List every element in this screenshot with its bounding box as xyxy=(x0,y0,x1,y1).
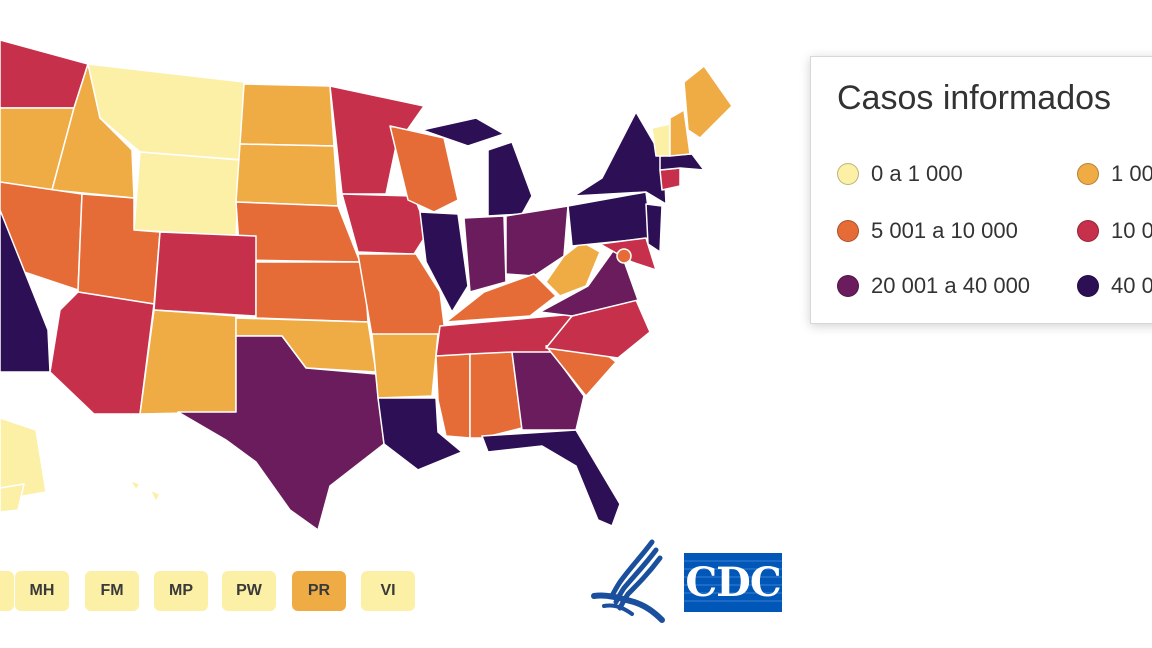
legend-item-3[interactable]: 10 0 xyxy=(1077,218,1152,244)
state-texas[interactable] xyxy=(177,335,385,531)
territory-button-partial[interactable] xyxy=(0,571,14,611)
state-louisiana[interactable] xyxy=(377,397,463,471)
us-states-choropleth-map xyxy=(0,39,733,531)
legend-item-2[interactable]: 5 001 a 10 000 xyxy=(837,218,1018,244)
state-ohio[interactable] xyxy=(505,205,569,277)
state-new-jersey[interactable] xyxy=(645,203,663,253)
state-iowa[interactable] xyxy=(341,193,429,255)
state-hawaii-2[interactable] xyxy=(149,489,161,503)
legend-swatch xyxy=(1077,275,1099,297)
state-illinois[interactable] xyxy=(419,211,469,313)
legend-swatch xyxy=(1077,163,1099,185)
legend-item-5[interactable]: 40 0 xyxy=(1077,273,1152,299)
state-new-hampshire[interactable] xyxy=(669,109,691,157)
state-north-carolina[interactable] xyxy=(545,299,651,359)
legend-swatch xyxy=(837,220,859,242)
state-kansas[interactable] xyxy=(255,261,369,323)
state-indiana[interactable] xyxy=(463,215,507,293)
state-alaska[interactable] xyxy=(0,417,47,501)
territory-button-fm[interactable]: FM xyxy=(85,571,139,611)
cdc-logo-pattern xyxy=(684,560,782,602)
territory-button-vi[interactable]: VI xyxy=(361,571,415,611)
cdc-logo-text: CDC xyxy=(685,559,781,606)
map-svg xyxy=(0,39,733,531)
state-alabama[interactable] xyxy=(469,351,523,439)
state-connecticut[interactable] xyxy=(659,167,681,191)
legend-label: 1 00 xyxy=(1111,161,1152,186)
state-dc[interactable] xyxy=(616,248,632,264)
hhs-eagle-icon xyxy=(591,539,665,623)
legend-label: 20 001 a 40 000 xyxy=(871,273,1031,298)
state-new-york[interactable] xyxy=(573,111,667,205)
state-kentucky[interactable] xyxy=(445,273,557,323)
state-wisconsin[interactable] xyxy=(389,125,459,213)
state-arkansas[interactable] xyxy=(371,333,439,399)
state-mississippi[interactable] xyxy=(435,353,471,439)
territory-button-pr[interactable]: PR xyxy=(292,571,346,611)
legend-item-1[interactable]: 1 00 xyxy=(1077,161,1152,187)
state-washington[interactable] xyxy=(0,39,89,109)
state-pennsylvania[interactable] xyxy=(567,191,653,247)
state-hawaii-3[interactable] xyxy=(0,483,25,513)
territory-button-mh[interactable]: MH xyxy=(15,571,69,611)
state-hawaii-1[interactable] xyxy=(129,479,141,491)
state-missouri[interactable] xyxy=(357,253,447,341)
state-west-virginia[interactable] xyxy=(545,241,601,297)
legend-label: 10 0 xyxy=(1111,218,1152,243)
legend: Casos informados 0 a 1 000 1 00 5 001 a … xyxy=(810,56,1152,324)
state-michigan-upper[interactable] xyxy=(421,117,505,147)
cdc-logo: CDC xyxy=(684,553,782,612)
state-florida[interactable] xyxy=(481,429,621,527)
state-colorado[interactable] xyxy=(153,231,257,317)
legend-swatch xyxy=(837,163,859,185)
legend-label: 5 001 a 10 000 xyxy=(871,218,1018,243)
territory-button-mp[interactable]: MP xyxy=(154,571,208,611)
state-michigan[interactable] xyxy=(487,141,533,217)
state-wyoming[interactable] xyxy=(133,151,241,237)
territory-button-pw[interactable]: PW xyxy=(222,571,276,611)
state-minnesota[interactable] xyxy=(329,85,425,195)
state-california[interactable] xyxy=(0,209,51,373)
state-arizona[interactable] xyxy=(49,291,155,415)
state-north-dakota[interactable] xyxy=(239,83,335,147)
state-new-mexico[interactable] xyxy=(139,309,237,415)
legend-label: 40 0 xyxy=(1111,273,1152,298)
state-maine[interactable] xyxy=(683,65,733,139)
legend-swatch xyxy=(1077,220,1099,242)
state-south-dakota[interactable] xyxy=(235,143,339,207)
state-vermont[interactable] xyxy=(651,123,671,157)
legend-label: 0 a 1 000 xyxy=(871,161,963,186)
legend-item-0[interactable]: 0 a 1 000 xyxy=(837,161,963,187)
legend-title: Casos informados xyxy=(837,79,1112,117)
state-virginia[interactable] xyxy=(539,243,639,317)
legend-item-4[interactable]: 20 001 a 40 000 xyxy=(837,273,1030,299)
legend-swatch xyxy=(837,275,859,297)
